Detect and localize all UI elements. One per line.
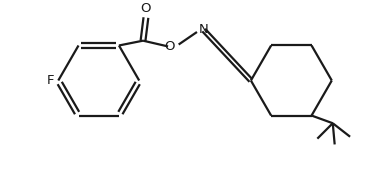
Text: F: F: [47, 74, 54, 87]
Text: O: O: [141, 2, 151, 15]
Text: N: N: [199, 23, 209, 36]
Text: O: O: [165, 40, 175, 53]
